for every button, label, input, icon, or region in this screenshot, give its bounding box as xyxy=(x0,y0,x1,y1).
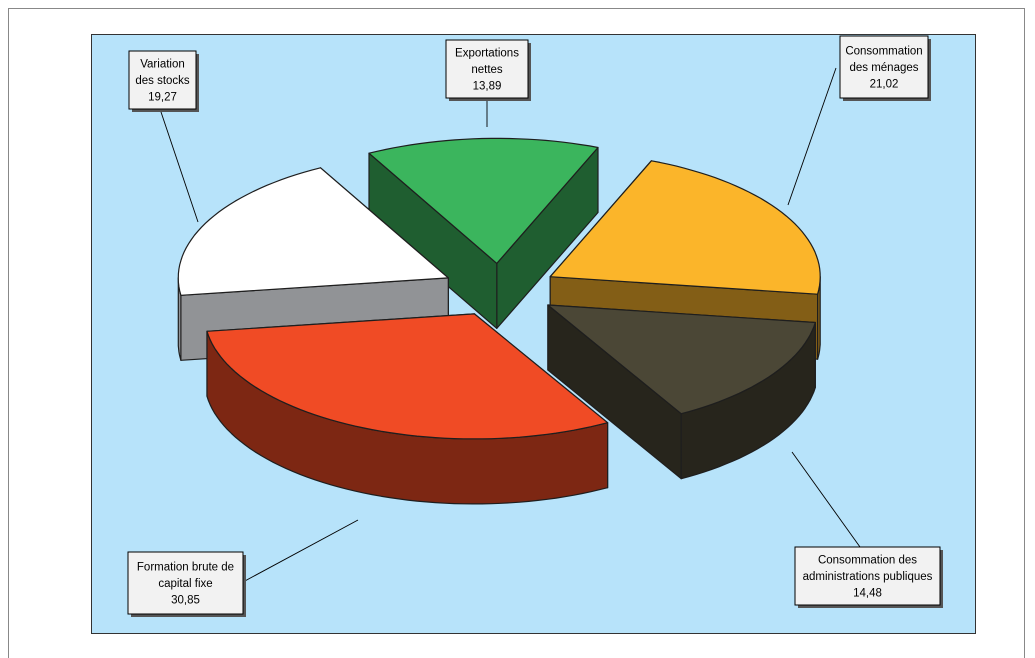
slice-name-label: capital fixe xyxy=(158,578,212,590)
slice-name-label: Consommation des xyxy=(818,555,917,567)
slice-name-label: des stocks xyxy=(135,75,190,87)
slice-name-label: Variation xyxy=(140,59,185,71)
slice-2-top xyxy=(206,313,609,440)
slice-value-label: 14,48 xyxy=(853,588,882,600)
leader-line-0 xyxy=(787,67,837,206)
label-box-1 xyxy=(794,546,941,606)
slice-name-label: Consommation xyxy=(845,46,922,58)
slice-4-top xyxy=(368,137,599,264)
label-box-4 xyxy=(445,39,529,99)
chart-frame xyxy=(8,8,1025,658)
leader-line-3 xyxy=(159,108,199,223)
slice-value-label: 19,27 xyxy=(148,92,177,104)
pie-tops xyxy=(177,137,821,440)
label-box-2 xyxy=(127,551,244,615)
slice-name-label: administrations publiques xyxy=(803,571,933,583)
slice-name-label: Exportations xyxy=(455,48,519,60)
slice-name-label: Formation brute de xyxy=(137,562,234,574)
label-box-0 xyxy=(839,35,929,99)
slice-0-top xyxy=(549,160,821,295)
slice-labels: Consommation des ménages 21,02 Consommation… xyxy=(127,35,943,617)
slice-3-top xyxy=(177,167,449,296)
leader-lines xyxy=(159,67,861,583)
slice-1-top xyxy=(547,304,816,415)
leader-line-1 xyxy=(791,451,861,548)
label-box-3 xyxy=(128,50,197,110)
slice-value-label: 30,85 xyxy=(171,595,200,607)
slice-name-label: nettes xyxy=(471,64,503,76)
slice-value-label: 21,02 xyxy=(870,79,899,91)
leader-line-2 xyxy=(242,519,359,583)
slice-name-label: des ménages xyxy=(849,62,918,74)
slice-value-label: 13,89 xyxy=(473,81,502,93)
